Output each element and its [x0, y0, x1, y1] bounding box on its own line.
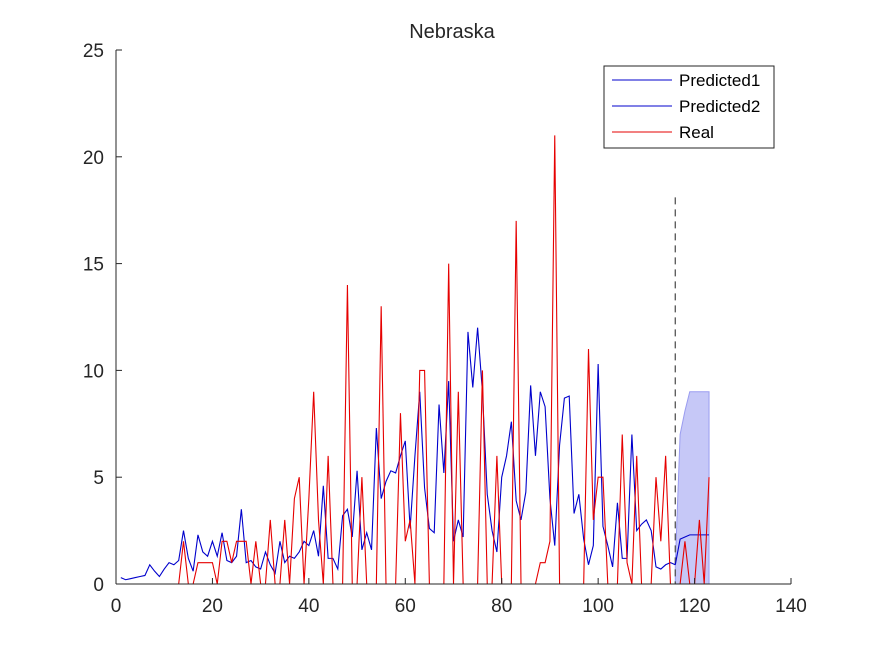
series-line-predicted1 — [120, 327, 676, 581]
ticks-layer: 0 20 40 60 80 100 120 140 0 5 10 15 20 25 — [83, 41, 807, 617]
legend-label-real: Real — [679, 123, 714, 142]
axes-layer — [115, 50, 791, 585]
series-line-real — [120, 135, 710, 585]
y-tick-label: 20 — [83, 148, 104, 169]
legend-label-predicted1: Predicted1 — [679, 71, 760, 90]
x-tick-label: 140 — [775, 596, 807, 617]
x-tick-label: 120 — [679, 596, 711, 617]
x-tick-label: 60 — [395, 596, 416, 617]
chart-title: Nebraska — [409, 21, 495, 43]
x-tick-label: 0 — [111, 596, 122, 617]
legend: Predicted1 Predicted2 Real — [603, 65, 775, 149]
x-tick-label: 80 — [491, 596, 512, 617]
y-tick-label: 5 — [93, 468, 104, 489]
prediction-band-layer — [674, 391, 710, 585]
legend-item-real: Real — [612, 123, 714, 142]
series-line-predicted2 — [674, 534, 710, 565]
x-tick-label: 20 — [202, 596, 223, 617]
y-tick-label: 10 — [83, 361, 104, 382]
y-tick-label: 15 — [83, 255, 104, 276]
series-layer — [120, 135, 710, 585]
x-tick-label: 100 — [582, 596, 614, 617]
legend-label-predicted2: Predicted2 — [679, 97, 760, 116]
legend-item-predicted1: Predicted1 — [612, 71, 760, 90]
y-tick-label: 0 — [93, 575, 104, 596]
y-tick-label: 25 — [83, 41, 104, 62]
x-tick-label: 40 — [298, 596, 319, 617]
legend-item-predicted2: Predicted2 — [612, 97, 760, 116]
prediction-band — [674, 391, 710, 585]
